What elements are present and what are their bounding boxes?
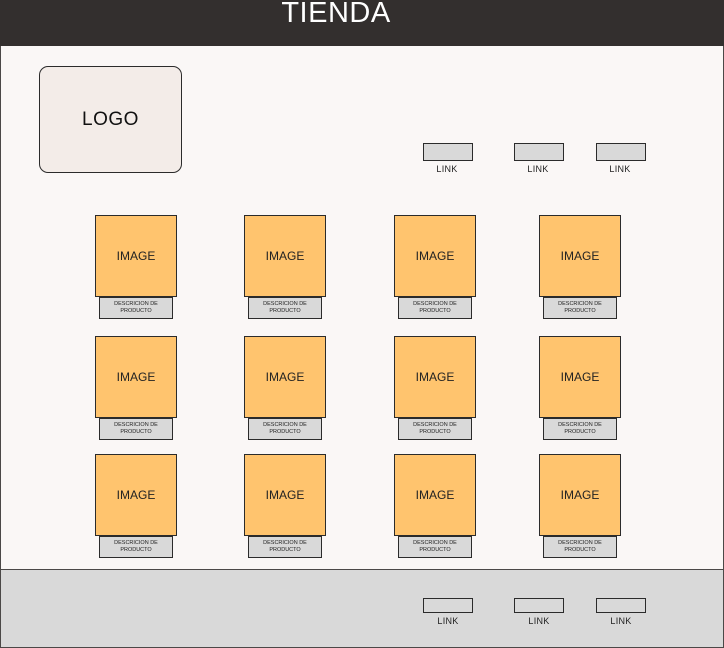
footer-link-1-button[interactable] [423,598,473,613]
product-image[interactable]: IMAGE [394,454,476,536]
footer-link-2-button[interactable] [514,598,564,613]
product-description[interactable]: DESCRICION DE PRODUCTO [398,536,472,558]
product-image[interactable]: IMAGE [95,336,177,418]
product-description[interactable]: DESCRICION DE PRODUCTO [99,418,173,440]
product-image[interactable]: IMAGE [394,215,476,297]
nav-link-3-label[interactable]: LINK [609,164,631,174]
nav-link-2-label[interactable]: LINK [527,164,549,174]
product-image[interactable]: IMAGE [95,454,177,536]
logo-placeholder[interactable]: LOGO [39,66,182,173]
product-description[interactable]: DESCRICION DE PRODUCTO [248,297,322,319]
header-bar: TIENDA [0,0,724,46]
nav-link-1-button[interactable] [423,143,473,161]
product-description[interactable]: DESCRICION DE PRODUCTO [99,297,173,319]
nav-link-3-button[interactable] [596,143,646,161]
product-description[interactable]: DESCRICION DE PRODUCTO [543,297,617,319]
product-description[interactable]: DESCRICION DE PRODUCTO [543,536,617,558]
product-image[interactable]: IMAGE [244,215,326,297]
product-image[interactable]: IMAGE [539,454,621,536]
footer-link-1-label[interactable]: LINK [437,616,459,626]
product-description[interactable]: DESCRICION DE PRODUCTO [99,536,173,558]
product-image[interactable]: IMAGE [394,336,476,418]
nav-link-2-button[interactable] [514,143,564,161]
product-image[interactable]: IMAGE [539,336,621,418]
footer-link-2-label[interactable]: LINK [528,616,550,626]
store-title: TIENDA [281,0,391,29]
product-image[interactable]: IMAGE [95,215,177,297]
footer-link-3-button[interactable] [596,598,646,613]
footer-link-3-label[interactable]: LINK [610,616,632,626]
product-image[interactable]: IMAGE [244,454,326,536]
product-image[interactable]: IMAGE [244,336,326,418]
product-description[interactable]: DESCRICION DE PRODUCTO [248,536,322,558]
product-description[interactable]: DESCRICION DE PRODUCTO [398,297,472,319]
product-description[interactable]: DESCRICION DE PRODUCTO [543,418,617,440]
product-description[interactable]: DESCRICION DE PRODUCTO [248,418,322,440]
product-image[interactable]: IMAGE [539,215,621,297]
product-description[interactable]: DESCRICION DE PRODUCTO [398,418,472,440]
nav-link-1-label[interactable]: LINK [436,164,458,174]
